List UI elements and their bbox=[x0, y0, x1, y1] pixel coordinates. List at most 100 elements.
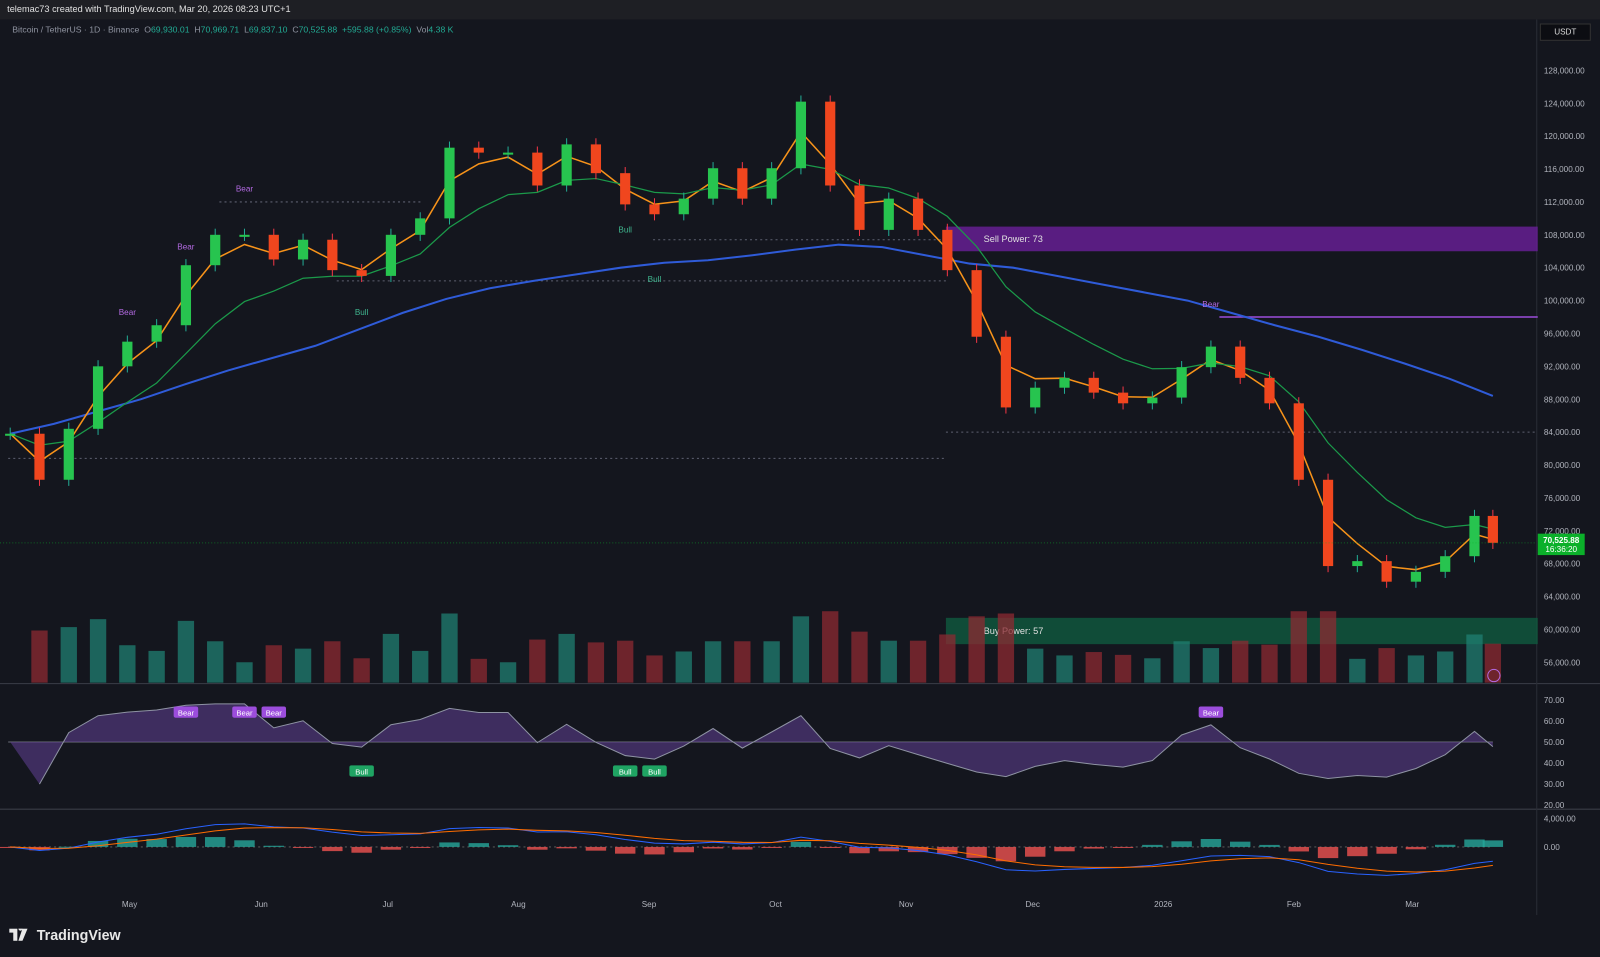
volume-bar bbox=[1349, 658, 1366, 683]
candle-body bbox=[561, 144, 572, 186]
candle-body bbox=[239, 234, 250, 237]
volume-value: 4.38 K bbox=[428, 24, 454, 35]
candle-body bbox=[766, 168, 777, 199]
macd-histogram-bar bbox=[732, 846, 753, 850]
macd-histogram-bar bbox=[1024, 846, 1046, 857]
rsi-divergence-label: Bull bbox=[619, 768, 632, 777]
rsi-area bbox=[10, 703, 1493, 785]
volume-bar bbox=[412, 650, 429, 683]
price-axis-tick: 76,000.00 bbox=[1544, 494, 1581, 503]
volume-bar bbox=[909, 640, 927, 683]
tradingview-logo[interactable]: TradingView bbox=[9, 927, 121, 943]
candle-body bbox=[1205, 346, 1217, 368]
rsi-divergence-badge bbox=[173, 706, 199, 718]
volume-bar bbox=[1484, 643, 1502, 683]
ema-mid-line bbox=[9, 163, 1494, 530]
candle-body bbox=[210, 234, 221, 266]
time-axis-tick: Jun bbox=[255, 900, 268, 909]
volume-bar bbox=[89, 619, 107, 683]
currency-button[interactable]: USDT bbox=[1539, 23, 1591, 41]
macd-histogram-bar bbox=[1347, 846, 1368, 857]
rsi-divergence-label: Bull bbox=[355, 768, 368, 777]
buy-power-zone bbox=[945, 617, 1538, 645]
candle-body bbox=[1117, 392, 1129, 404]
rsi-divergence-label: Bull bbox=[648, 768, 661, 777]
signal-label: Bear bbox=[177, 242, 195, 251]
candle-body bbox=[5, 433, 16, 436]
volume-bar bbox=[353, 658, 370, 683]
macd-histogram-bar bbox=[527, 846, 548, 850]
price-axis-tick: 108,000.00 bbox=[1544, 231, 1585, 240]
macd-axis-tick: 0.00 bbox=[1544, 843, 1560, 852]
signal-label: Bull bbox=[355, 308, 369, 317]
ema-fast-line bbox=[9, 130, 1494, 571]
price-axis-tick: 56,000.00 bbox=[1544, 658, 1581, 667]
ma200-line bbox=[9, 243, 1494, 435]
candle-body bbox=[180, 265, 192, 326]
candle-body bbox=[1030, 387, 1041, 408]
candle-body bbox=[1322, 479, 1334, 567]
close-label: C bbox=[292, 24, 299, 35]
volume-bar bbox=[617, 640, 634, 683]
snapshot-caption: telemac73 created with TradingView.com, … bbox=[0, 0, 1600, 20]
volume-bar bbox=[792, 616, 810, 683]
volume-bar bbox=[236, 662, 253, 683]
signal-label: Bear bbox=[236, 185, 254, 194]
macd-histogram-bar bbox=[87, 840, 109, 847]
rsi-divergence-badge bbox=[642, 765, 667, 777]
volume-bar bbox=[939, 634, 956, 683]
price-axis-tick: 124,000.00 bbox=[1544, 99, 1585, 108]
low-value: 69,837.10 bbox=[248, 24, 288, 35]
macd-histogram-bar bbox=[1083, 846, 1104, 849]
rsi-axis-tick: 70.00 bbox=[1544, 696, 1565, 705]
macd-histogram-bar bbox=[1482, 840, 1504, 847]
high-label: H bbox=[194, 24, 201, 35]
candle-body bbox=[1469, 515, 1480, 557]
time-axis-tick: Oct bbox=[769, 900, 782, 909]
volume-bar bbox=[31, 630, 48, 683]
candle-body bbox=[971, 270, 982, 337]
volume-bar bbox=[324, 641, 341, 683]
chart-canvas[interactable]: 128,000.00 124,000.00 120,000.00 116,000.00… bbox=[0, 19, 1600, 916]
macd-histogram-bar bbox=[1171, 841, 1192, 847]
volume-bar bbox=[880, 640, 897, 683]
volume-bar bbox=[704, 641, 722, 683]
volume-bar bbox=[60, 627, 77, 683]
candle-body bbox=[1352, 561, 1363, 567]
symbol-name[interactable]: Bitcoin / TetherUS · 1D · Binance bbox=[12, 24, 140, 35]
volume-bar bbox=[997, 613, 1015, 683]
volume-bar bbox=[1290, 611, 1307, 683]
volume-bar bbox=[558, 633, 575, 683]
macd-histogram-bar bbox=[1112, 846, 1134, 848]
price-axis-tick: 112,000.00 bbox=[1544, 198, 1585, 207]
volume-bar bbox=[1114, 654, 1132, 683]
candle-body bbox=[92, 366, 104, 429]
time-axis-tick: Dec bbox=[1025, 900, 1040, 909]
candle-body bbox=[912, 198, 924, 230]
rsi-axis-tick: 30.00 bbox=[1544, 780, 1565, 789]
time-axis-tick: Aug bbox=[511, 900, 526, 909]
time-axis-tick: Jul bbox=[383, 900, 394, 909]
price-axis-tick: 92,000.00 bbox=[1544, 362, 1581, 371]
rsi-divergence-badge bbox=[349, 765, 374, 777]
volume-bar bbox=[968, 616, 985, 683]
volume-bar bbox=[1319, 611, 1337, 683]
price-axis-tick: 104,000.00 bbox=[1544, 264, 1585, 273]
candle-body bbox=[1000, 336, 1012, 408]
bar-countdown: 16:36:20 bbox=[1545, 545, 1577, 554]
macd-histogram-bar bbox=[468, 843, 489, 847]
macd-line bbox=[10, 823, 1493, 876]
price-axis-tick: 64,000.00 bbox=[1544, 593, 1581, 602]
macd-histogram-bar bbox=[263, 845, 284, 847]
rsi-divergence-label: Bear bbox=[178, 709, 195, 718]
time-axis-tick: Sep bbox=[642, 900, 657, 909]
macd-signal-line bbox=[10, 827, 1493, 873]
macd-histogram-bar bbox=[1288, 846, 1309, 852]
rsi-line bbox=[39, 703, 1494, 785]
macd-histogram-bar bbox=[234, 840, 255, 847]
price-axis-tick: 120,000.00 bbox=[1544, 132, 1585, 141]
candle-body bbox=[795, 101, 807, 169]
price-axis-tick: 128,000.00 bbox=[1544, 66, 1585, 75]
open-value: 69,930.01 bbox=[150, 24, 190, 35]
macd-histogram-bar bbox=[614, 846, 636, 854]
